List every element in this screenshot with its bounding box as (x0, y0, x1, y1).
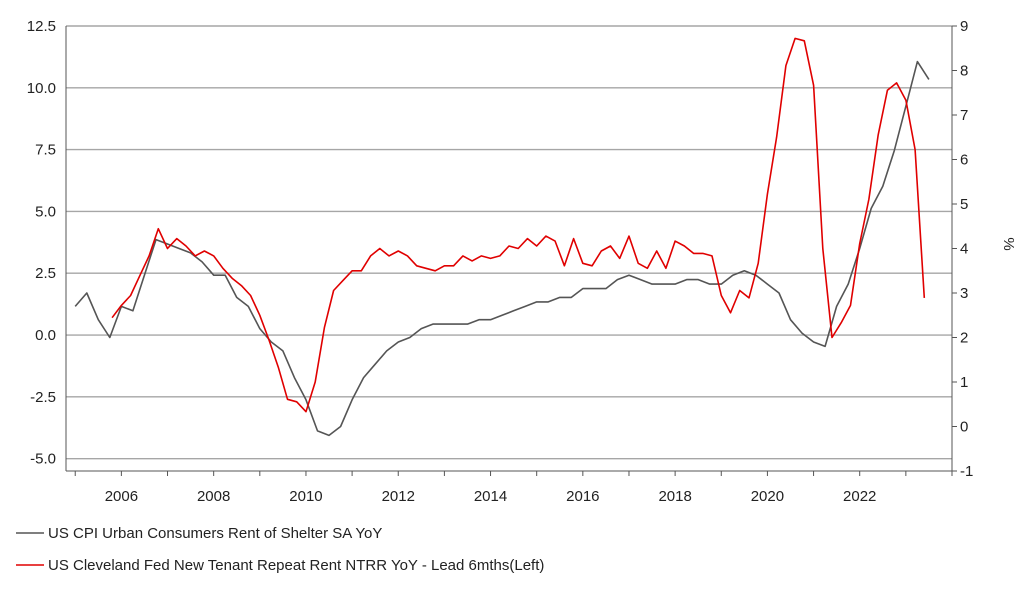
x-tick-label: 2008 (197, 488, 230, 505)
y-left-tick-label: 10.0 (27, 80, 56, 97)
x-tick-label: 2022 (843, 488, 876, 505)
y-left-tick-label: 7.5 (35, 142, 56, 159)
y-left-tick-label: 2.5 (35, 265, 56, 282)
y-right-tick-label: 5 (960, 196, 968, 213)
legend: US CPI Urban Consumers Rent of Shelter S… (16, 525, 544, 574)
x-tick-label: 2010 (289, 488, 322, 505)
y-left-tick-label: -5.0 (30, 451, 56, 468)
series-layer (74, 37, 930, 437)
plot-frame (65, 26, 953, 472)
y-right-tick-label: -1 (960, 463, 973, 480)
y-right-tick-label: 1 (960, 374, 968, 391)
legend-label-ntrr: US Cleveland Fed New Tenant Repeat Rent … (48, 557, 544, 574)
x-tick-label: 2018 (658, 488, 691, 505)
grid (66, 25, 952, 460)
y-right-tick-label: 7 (960, 107, 968, 124)
y-left-tick-label: -2.5 (30, 389, 56, 406)
y-right-tick-label: 9 (960, 18, 968, 35)
x-tick-label: 2012 (382, 488, 415, 505)
y-right-tick-label: 4 (960, 241, 968, 258)
x-tick-label: 2006 (105, 488, 138, 505)
y-right-tick-label: 0 (960, 419, 968, 436)
y-axis-left-ticks: 12.5 10.0 7.5 5.0 2.5 0.0 -2.5 -5.0 (27, 18, 56, 468)
y-axis-right-label: % (1000, 237, 1017, 250)
legend-item-shelter: US CPI Urban Consumers Rent of Shelter S… (16, 525, 382, 542)
legend-label-shelter: US CPI Urban Consumers Rent of Shelter S… (48, 525, 382, 542)
series-line-shelter (74, 60, 930, 437)
y-left-tick-label: 5.0 (35, 203, 56, 220)
legend-item-ntrr: US Cleveland Fed New Tenant Repeat Rent … (16, 557, 544, 574)
y-right-tick-label: 8 (960, 63, 968, 80)
y-left-tick-label: 0.0 (35, 327, 56, 344)
y-axis-right-ticks: 9 8 7 6 5 4 3 2 1 0 -1 (952, 18, 973, 480)
x-tick-label: 2016 (566, 488, 599, 505)
x-tick-label: 2014 (474, 488, 507, 505)
y-right-tick-label: 3 (960, 285, 968, 302)
y-right-tick-label: 6 (960, 152, 968, 169)
y-right-tick-label: 2 (960, 330, 968, 347)
series-line-ntrr (111, 37, 926, 413)
x-tick-label: 2020 (751, 488, 784, 505)
y-left-tick-label: 12.5 (27, 18, 56, 35)
x-axis-ticks: 2006 2008 2010 2012 2014 2016 2018 2020 2022 (74, 471, 953, 505)
